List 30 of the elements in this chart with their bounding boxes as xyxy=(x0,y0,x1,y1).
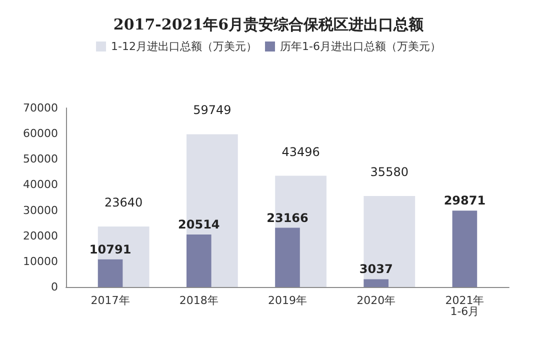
bar xyxy=(186,234,212,287)
data-label: 29871 xyxy=(444,194,486,208)
y-tick-label: 60000 xyxy=(23,127,58,140)
x-tick-label: 2020年 xyxy=(356,294,396,307)
data-label: 10791 xyxy=(89,242,132,256)
y-tick-label: 0 xyxy=(51,280,58,294)
bar xyxy=(452,210,478,287)
x-tick-label: 2018年 xyxy=(179,294,218,307)
data-label: 20514 xyxy=(178,218,220,232)
legend-label: 1-12月进出口总额（万美元） xyxy=(111,40,258,53)
bar xyxy=(364,279,389,287)
data-label: 59749 xyxy=(193,103,232,118)
legend-label: 历年1-6月进出口总额（万美元） xyxy=(280,40,441,53)
y-tick-label: 20000 xyxy=(23,229,58,242)
data-label: 3037 xyxy=(359,262,393,276)
y-tick-label: 10000 xyxy=(23,254,58,268)
x-tick-label: 2019年 xyxy=(268,294,307,307)
y-tick-label: 70000 xyxy=(23,102,58,114)
x-tick-label: 2021年 1-6月 xyxy=(445,294,484,318)
y-tick-label: 40000 xyxy=(23,178,58,192)
x-tick-label: 2017年 xyxy=(90,294,130,307)
data-label: 35580 xyxy=(370,165,408,180)
chart-title: 2017-2021年6月贵安综合保税区进出口总额 xyxy=(113,16,425,34)
data-label: 23166 xyxy=(266,210,308,225)
data-label: 43496 xyxy=(282,144,320,159)
bar xyxy=(98,259,123,287)
data-label: 23640 xyxy=(104,196,143,210)
bar xyxy=(275,228,300,287)
y-tick-label: 30000 xyxy=(23,204,58,217)
y-tick-label: 50000 xyxy=(23,152,58,166)
